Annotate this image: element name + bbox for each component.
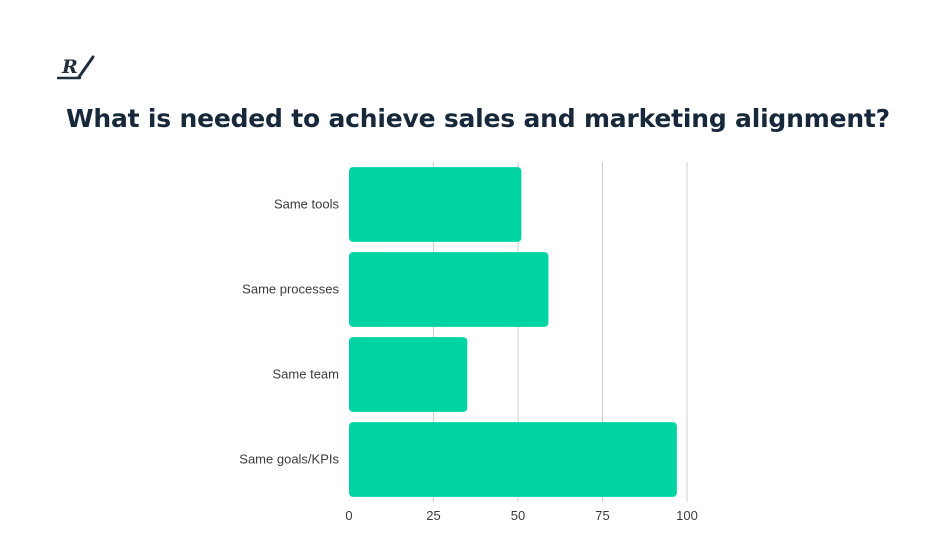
x-axis-tick-labels: 0 25 50 75 100 [345,508,697,523]
chart-title: What is needed to achieve sales and mark… [66,104,890,133]
category-label: Same processes [242,282,339,297]
bar-same-tools [349,167,522,242]
x-tick-label: 75 [595,508,609,523]
x-tick-label: 25 [426,508,440,523]
svg-text:R: R [61,56,78,78]
category-labels: Same tools Same processes Same team Same go… [239,197,339,467]
category-label: Same tools [274,197,340,212]
brand-logo: R [56,55,95,80]
category-label: Same team [273,367,339,382]
bar-same-processes [349,252,549,327]
bar-same-goals-kpis [349,422,677,497]
x-tick-label: 0 [345,508,352,523]
x-tick-label: 100 [676,508,698,523]
bars [349,167,677,497]
x-tick-label: 50 [511,508,525,523]
bar-same-team [349,337,468,412]
category-label: Same goals/KPIs [239,452,339,467]
